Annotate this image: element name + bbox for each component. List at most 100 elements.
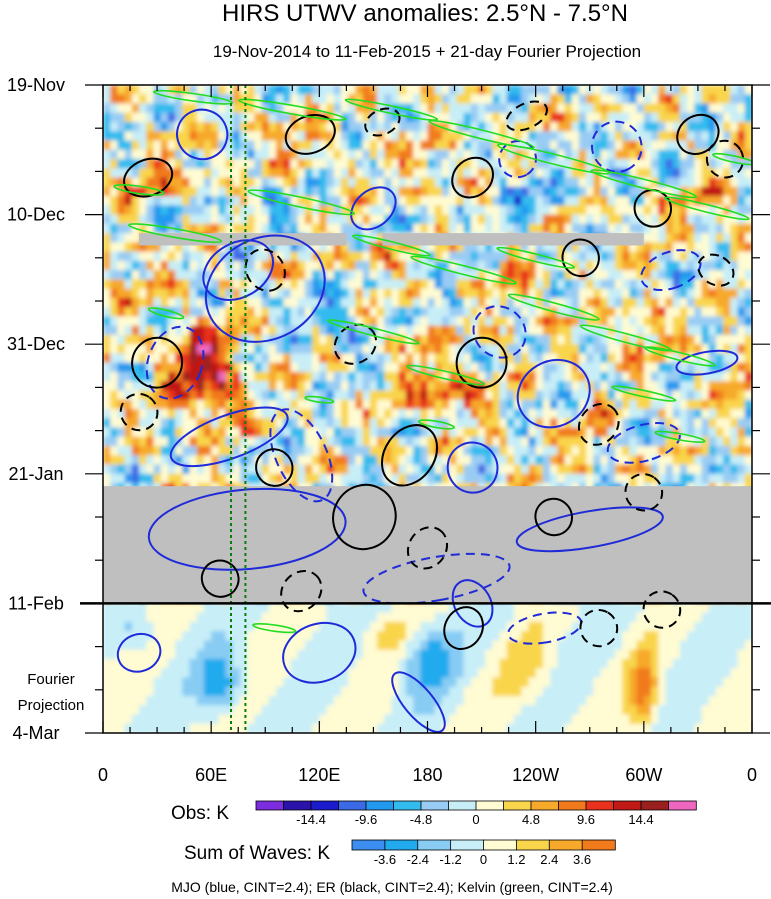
heatmap-cell bbox=[283, 196, 292, 206]
heatmap-cell bbox=[737, 177, 746, 188]
heatmap-cell bbox=[290, 85, 299, 95]
heatmap-cell bbox=[384, 316, 393, 327]
heatmap-cell bbox=[730, 371, 739, 382]
heatmap-cell bbox=[730, 297, 739, 308]
heatmap-cell bbox=[377, 307, 385, 318]
heatmap-cell bbox=[175, 446, 183, 456]
heatmap-cell bbox=[571, 223, 580, 234]
heatmap-cell bbox=[658, 399, 667, 410]
heatmap-cell bbox=[290, 159, 299, 169]
heatmap-cell bbox=[276, 251, 284, 262]
heatmap-cell bbox=[449, 279, 457, 290]
heatmap-cell bbox=[312, 103, 320, 114]
heatmap-cell bbox=[167, 186, 176, 197]
heatmap-cell bbox=[124, 260, 133, 271]
heatmap-cell bbox=[333, 297, 342, 308]
heatmap-cell bbox=[203, 390, 212, 401]
heatmap-cell bbox=[737, 131, 746, 142]
heatmap-cell bbox=[232, 371, 241, 382]
heatmap-cell bbox=[593, 418, 602, 429]
heatmap-cell bbox=[694, 168, 703, 179]
heatmap-cell bbox=[550, 196, 558, 206]
heatmap-cell bbox=[614, 205, 623, 216]
heatmap-cell bbox=[131, 251, 140, 262]
heatmap-cell bbox=[679, 288, 688, 299]
heatmap-cell bbox=[434, 168, 443, 179]
heatmap-cell bbox=[218, 186, 227, 197]
heatmap-cell bbox=[304, 223, 313, 234]
heatmap-cell bbox=[550, 122, 558, 132]
heatmap-cell bbox=[600, 371, 609, 382]
heatmap-cell bbox=[413, 140, 421, 151]
heatmap-cell bbox=[427, 177, 436, 188]
heatmap-cell bbox=[434, 103, 443, 114]
heatmap-cell bbox=[254, 418, 263, 429]
heatmap-cell bbox=[312, 214, 320, 225]
heatmap-cell bbox=[276, 177, 284, 188]
heatmap-cell bbox=[737, 85, 746, 95]
heatmap-cell bbox=[499, 371, 508, 382]
heatmap-cell bbox=[514, 260, 522, 271]
heatmap-cell bbox=[614, 149, 623, 160]
heatmap-cell bbox=[139, 418, 147, 429]
heatmap-cell bbox=[600, 94, 609, 105]
heatmap-cell bbox=[434, 260, 443, 271]
heatmap-cell bbox=[557, 316, 566, 327]
heatmap-cell bbox=[593, 205, 602, 216]
heatmap-cell bbox=[153, 260, 162, 271]
heatmap-cell bbox=[614, 159, 623, 169]
heatmap-cell bbox=[333, 353, 342, 364]
heatmap-cell bbox=[420, 316, 429, 327]
heatmap-cell bbox=[290, 205, 299, 216]
heatmap-cell bbox=[571, 177, 580, 188]
heatmap-cell bbox=[651, 399, 659, 410]
heatmap-cell bbox=[283, 85, 292, 95]
heatmap-cell bbox=[449, 464, 457, 475]
heatmap-cell bbox=[600, 177, 609, 188]
heatmap-cell bbox=[117, 473, 126, 484]
heatmap-cell bbox=[672, 353, 681, 364]
heatmap-cell bbox=[701, 205, 710, 216]
heatmap-cell bbox=[564, 316, 573, 327]
heatmap-cell bbox=[377, 418, 385, 429]
heatmap-cell bbox=[485, 362, 493, 373]
heatmap-cell bbox=[167, 436, 176, 447]
heatmap-cell bbox=[730, 122, 739, 132]
heatmap-cell bbox=[182, 205, 191, 216]
heatmap-cell bbox=[463, 149, 472, 160]
heatmap-cell bbox=[687, 279, 695, 290]
heatmap-cell bbox=[506, 436, 515, 447]
heatmap-cell bbox=[297, 260, 306, 271]
heatmap-cell bbox=[283, 390, 292, 401]
heatmap-cell bbox=[117, 214, 126, 225]
heatmap-cell bbox=[514, 418, 522, 429]
heatmap-cell bbox=[593, 242, 602, 253]
heatmap-cell bbox=[694, 270, 703, 280]
heatmap-cell bbox=[276, 140, 284, 151]
heatmap-cell bbox=[557, 297, 566, 308]
heatmap-cell bbox=[268, 177, 277, 188]
heatmap-cell bbox=[203, 214, 212, 225]
heatmap-cell bbox=[744, 381, 752, 392]
heatmap-cell bbox=[261, 94, 270, 105]
heatmap-cell bbox=[160, 112, 169, 123]
heatmap-cell bbox=[557, 103, 566, 114]
heatmap-cell bbox=[189, 186, 198, 197]
heatmap-cell bbox=[420, 344, 429, 355]
heatmap-cell bbox=[636, 103, 645, 114]
heatmap-cell bbox=[160, 427, 169, 438]
heatmap-cell bbox=[470, 85, 479, 95]
heatmap-cell bbox=[571, 362, 580, 373]
heatmap-cell bbox=[672, 418, 681, 429]
heatmap-cell bbox=[586, 362, 594, 373]
heatmap-cell bbox=[420, 168, 429, 179]
heatmap-cell bbox=[131, 177, 140, 188]
heatmap-cell bbox=[326, 409, 335, 419]
heatmap-cell bbox=[571, 381, 580, 392]
heatmap-cell bbox=[658, 242, 667, 253]
heatmap-cell bbox=[658, 159, 667, 169]
heatmap-cell bbox=[261, 159, 270, 169]
heatmap-cell bbox=[420, 390, 429, 401]
heatmap-cell bbox=[528, 251, 537, 262]
heatmap-cell bbox=[211, 140, 219, 151]
